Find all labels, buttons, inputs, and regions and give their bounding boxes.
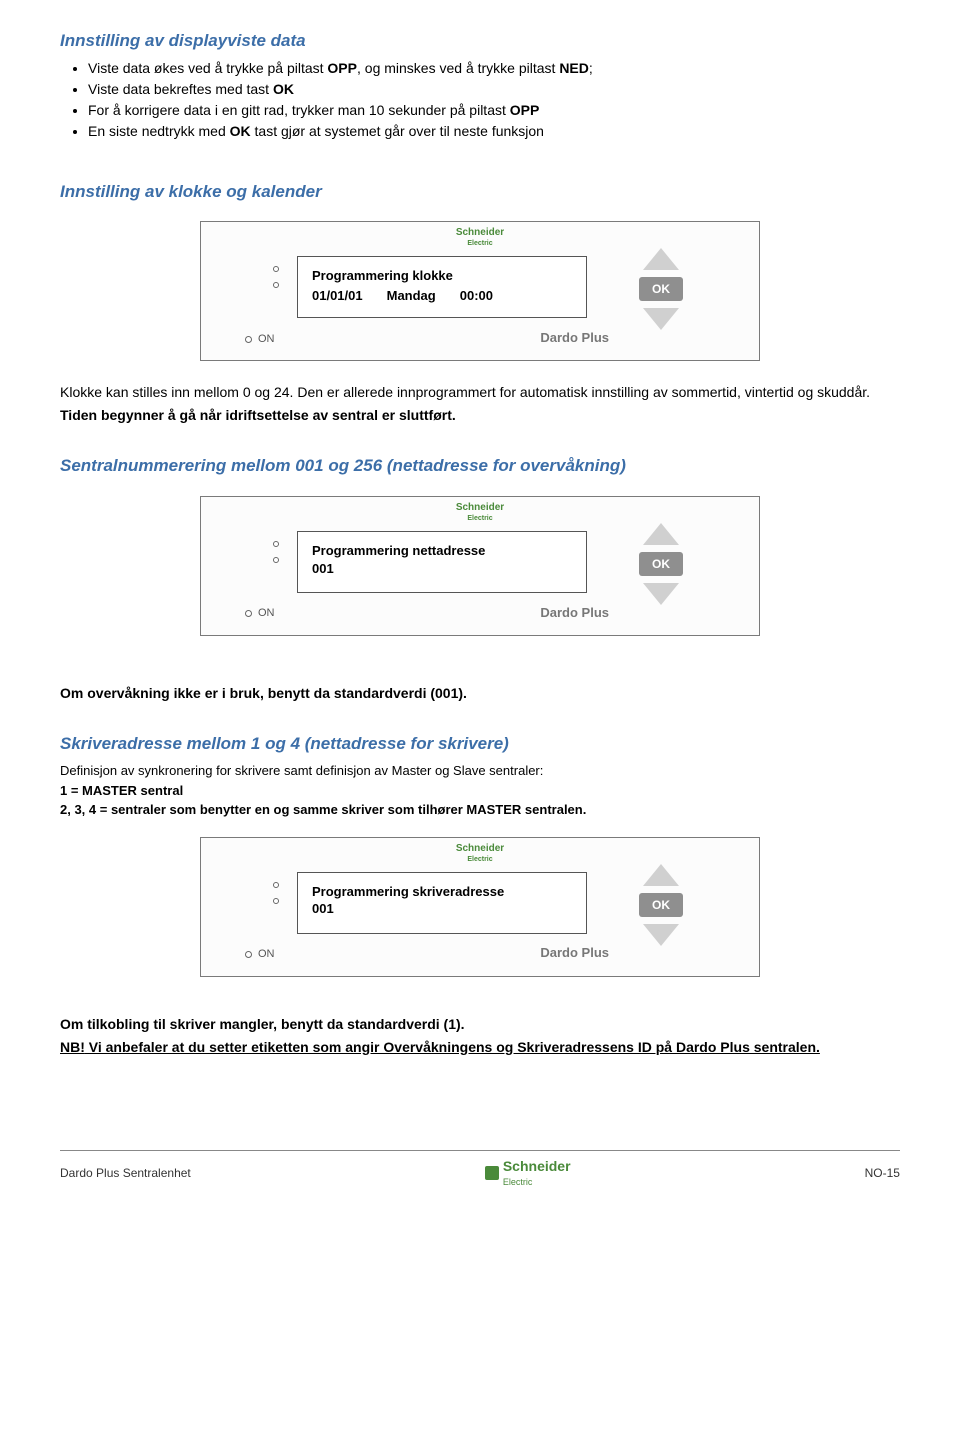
lcd-date: 01/01/01 bbox=[312, 287, 363, 305]
page-footer: Dardo Plus Sentralenhet Schneider Electr… bbox=[60, 1150, 900, 1188]
down-arrow-icon[interactable] bbox=[643, 308, 679, 330]
brand-logo: SchneiderElectric bbox=[456, 503, 504, 523]
printer-default-note: Om tilkobling til skriver mangler, benyt… bbox=[60, 1015, 900, 1034]
led-icon bbox=[245, 336, 252, 343]
dardo-label: Dardo Plus bbox=[540, 329, 609, 347]
clock-description: Klokke kan stilles inn mellom 0 og 24. D… bbox=[60, 383, 900, 402]
dardo-label: Dardo Plus bbox=[540, 944, 609, 962]
up-arrow-icon[interactable] bbox=[643, 248, 679, 270]
footer-brand-logo: Schneider Electric bbox=[485, 1157, 571, 1188]
section-title-display: Innstilling av displayviste data bbox=[60, 30, 900, 53]
ok-button[interactable]: OK bbox=[639, 552, 683, 576]
lcd-display: Programmering skriveradresse 001 bbox=[297, 872, 587, 934]
brand-logo: SchneiderElectric bbox=[456, 844, 504, 864]
led-icon bbox=[245, 610, 252, 617]
led-icon bbox=[273, 266, 279, 272]
bullet-list-display: Viste data økes ved å trykke på piltast … bbox=[88, 59, 900, 141]
printer-master: 1 = MASTER sentral bbox=[60, 782, 900, 800]
device-panel-printer: SchneiderElectric Programmering skrivera… bbox=[200, 837, 760, 977]
lcd-line1: Programmering nettadresse bbox=[312, 542, 572, 560]
lcd-display: Programmering nettadresse 001 bbox=[297, 531, 587, 593]
up-arrow-icon[interactable] bbox=[643, 523, 679, 545]
printer-def: Definisjon av synkronering for skrivere … bbox=[60, 762, 900, 780]
up-arrow-icon[interactable] bbox=[643, 864, 679, 886]
netaddr-default-note: Om overvåkning ikke er i bruk, benytt da… bbox=[60, 684, 900, 703]
lcd-day: Mandag bbox=[387, 287, 436, 305]
led-icon bbox=[273, 282, 279, 288]
down-arrow-icon[interactable] bbox=[643, 583, 679, 605]
printer-slaves: 2, 3, 4 = sentraler som benytter en og s… bbox=[60, 801, 900, 819]
bullet-item: For å korrigere data i en gitt rad, tryk… bbox=[88, 101, 900, 120]
lcd-line2: 001 bbox=[312, 560, 572, 578]
ok-button[interactable]: OK bbox=[639, 893, 683, 917]
footer-page-number: NO-15 bbox=[865, 1165, 900, 1181]
brand-logo: SchneiderElectric bbox=[456, 228, 504, 248]
printer-nb-note: NB! Vi anbefaler at du setter etiketten … bbox=[60, 1038, 900, 1057]
lcd-line2: 001 bbox=[312, 900, 572, 918]
on-indicator: ON bbox=[245, 947, 275, 962]
lcd-line1: Programmering skriveradresse bbox=[312, 883, 572, 901]
status-leds bbox=[273, 266, 279, 288]
bullet-item: Viste data økes ved å trykke på piltast … bbox=[88, 59, 900, 78]
bullet-item: En siste nedtrykk med OK tast gjør at sy… bbox=[88, 122, 900, 141]
down-arrow-icon[interactable] bbox=[643, 924, 679, 946]
led-icon bbox=[273, 882, 279, 888]
led-icon bbox=[273, 541, 279, 547]
bullet-item: Viste data bekreftes med tast OK bbox=[88, 80, 900, 99]
clock-start-note: Tiden begynner å gå når idriftsettelse a… bbox=[60, 406, 900, 425]
logo-square-icon bbox=[485, 1166, 499, 1180]
on-indicator: ON bbox=[245, 332, 275, 347]
footer-left: Dardo Plus Sentralenhet bbox=[60, 1165, 191, 1181]
on-indicator: ON bbox=[245, 606, 275, 621]
status-leds bbox=[273, 541, 279, 563]
led-icon bbox=[273, 898, 279, 904]
ok-button[interactable]: OK bbox=[639, 277, 683, 301]
dardo-label: Dardo Plus bbox=[540, 604, 609, 622]
led-icon bbox=[273, 557, 279, 563]
led-icon bbox=[245, 951, 252, 958]
device-panel-clock: SchneiderElectric Programmering klokke 0… bbox=[200, 221, 760, 361]
lcd-line1: Programmering klokke bbox=[312, 267, 572, 285]
lcd-time: 00:00 bbox=[460, 287, 493, 305]
lcd-display: Programmering klokke 01/01/01 Mandag 00:… bbox=[297, 256, 587, 318]
device-panel-netaddr: SchneiderElectric Programmering nettadre… bbox=[200, 496, 760, 636]
section-title-printer: Skriveradresse mellom 1 og 4 (nettadress… bbox=[60, 733, 900, 756]
section-title-clock: Innstilling av klokke og kalender bbox=[60, 181, 900, 204]
status-leds bbox=[273, 882, 279, 904]
section-title-central: Sentralnummerering mellom 001 og 256 (ne… bbox=[60, 455, 900, 478]
